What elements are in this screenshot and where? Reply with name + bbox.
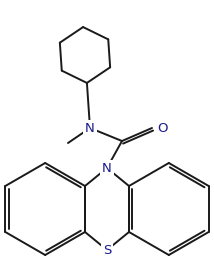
Text: N: N	[102, 162, 112, 175]
Text: O: O	[157, 121, 168, 134]
Text: N: N	[85, 121, 95, 134]
Text: S: S	[103, 244, 111, 256]
